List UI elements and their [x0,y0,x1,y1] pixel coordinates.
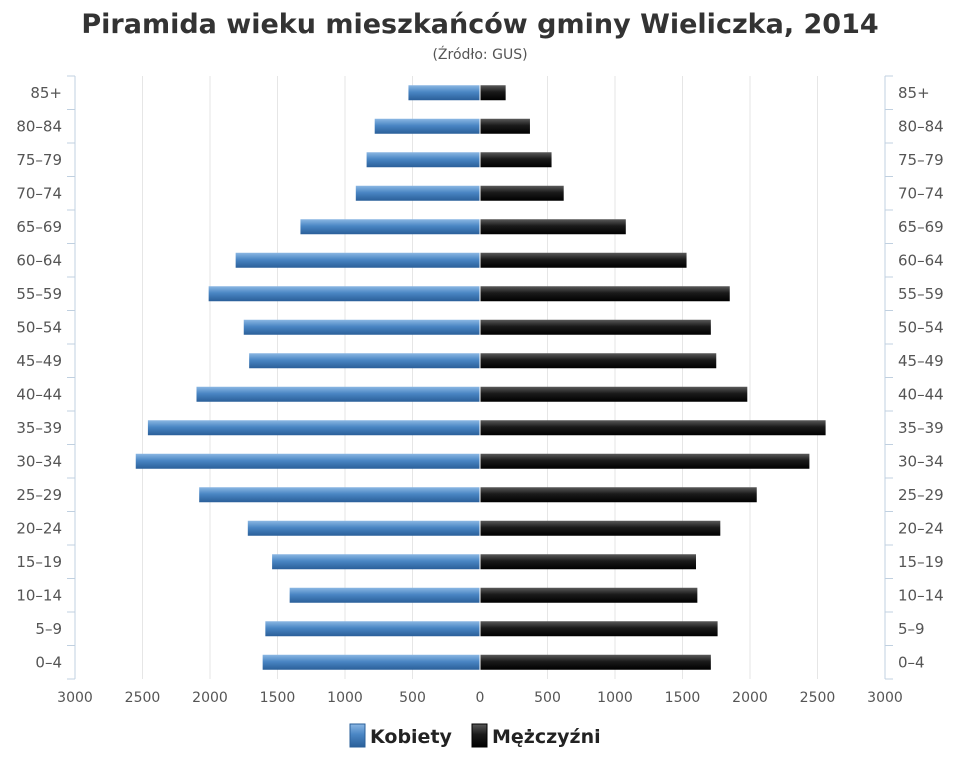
bar-mezczyzni[interactable] [480,621,718,637]
x-tick-label: 1500 [665,690,701,706]
category-label-left: 55–59 [16,285,62,303]
bar-mezczyzni[interactable] [480,420,826,436]
axes [67,75,893,680]
bar-kobiety[interactable] [374,118,480,134]
legend-label-kobiety: Kobiety [370,726,453,748]
x-tick-labels: 3000 2500 2000 1500 1000 500 0 500 1000 1500 2000 2… [57,690,903,706]
bar-kobiety[interactable] [196,386,481,402]
category-label-left: 70–74 [16,184,62,202]
bar-mezczyzni[interactable] [480,152,552,168]
bars [135,76,826,679]
chart-title: Piramida wieku mieszkańców gminy Wielicz… [81,9,878,40]
x-tick-label: 500 [399,690,426,706]
category-label-right: 55–59 [898,285,944,303]
x-tick-label: 3000 [57,690,93,706]
bar-kobiety[interactable] [235,252,480,268]
bar-kobiety[interactable] [135,453,480,469]
category-label-left: 10–14 [16,586,62,604]
bar-mezczyzni[interactable] [480,319,711,335]
bar-mezczyzni[interactable] [480,353,717,369]
x-tick-label: 2500 [125,690,161,706]
x-tick-label: 2000 [192,690,228,706]
chart-subtitle: (Źródło: GUS) [432,45,527,63]
category-label-right: 35–39 [898,419,944,437]
legend-swatch-kobiety [349,723,366,748]
bar-mezczyzni[interactable] [480,554,696,570]
bar-mezczyzni[interactable] [480,453,810,469]
bar-kobiety[interactable] [300,219,480,235]
category-label-right: 65–69 [898,218,944,236]
category-label-left: 5–9 [35,620,62,638]
x-tick-label: 3000 [867,690,903,706]
category-label-right: 25–29 [898,486,944,504]
x-tick-label: 500 [534,690,561,706]
x-tick-label: 2000 [732,690,768,706]
x-tick-label: 1500 [260,690,296,706]
bar-mezczyzni[interactable] [480,185,564,201]
category-label-left: 50–54 [16,318,62,336]
bar-kobiety[interactable] [408,85,480,101]
x-tick-label: 2500 [800,690,836,706]
category-label-right: 5–9 [898,620,925,638]
category-label-right: 80–84 [898,117,944,135]
category-label-right: 60–64 [898,251,944,269]
category-label-left: 60–64 [16,251,62,269]
category-label-left: 80–84 [16,117,62,135]
category-label-left: 15–19 [16,553,62,571]
category-label-left: 20–24 [16,519,62,537]
bar-kobiety[interactable] [355,185,480,201]
category-labels: 0–4 0–4 5–9 5–9 10–14 10–14 15–19 15–19 20–24 20–… [16,84,943,672]
bar-mezczyzni[interactable] [480,587,698,603]
bar-kobiety[interactable] [208,286,480,302]
bar-mezczyzni[interactable] [480,252,687,268]
x-tick-label: 1000 [327,690,363,706]
category-label-right: 70–74 [898,184,944,202]
bar-kobiety[interactable] [272,554,480,570]
legend-label-mezczyzni: Mężczyźni [492,726,601,748]
category-label-left: 45–49 [16,352,62,370]
category-label-right: 30–34 [898,452,944,470]
legend-item-kobiety[interactable]: Kobiety [349,723,453,748]
legend-item-mezczyzni[interactable]: Mężczyźni [471,723,601,748]
bar-kobiety[interactable] [265,621,480,637]
bar-kobiety[interactable] [249,353,480,369]
legend: Kobiety Mężczyźni [349,723,601,748]
bar-mezczyzni[interactable] [480,654,711,670]
bar-kobiety[interactable] [366,152,480,168]
category-label-right: 85+ [898,84,930,102]
bar-mezczyzni[interactable] [480,286,730,302]
category-label-left: 65–69 [16,218,62,236]
category-label-left: 25–29 [16,486,62,504]
category-label-left: 75–79 [16,151,62,169]
bar-mezczyzni[interactable] [480,85,506,101]
category-label-right: 20–24 [898,519,944,537]
bar-kobiety[interactable] [199,487,480,503]
x-tick-label: 1000 [597,690,633,706]
bar-kobiety[interactable] [289,587,480,603]
category-label-right: 15–19 [898,553,944,571]
category-label-right: 45–49 [898,352,944,370]
bar-mezczyzni[interactable] [480,520,721,536]
bar-mezczyzni[interactable] [480,219,626,235]
category-label-left: 0–4 [35,653,62,671]
bar-mezczyzni[interactable] [480,487,757,503]
category-label-left: 40–44 [16,385,62,403]
category-label-left: 85+ [30,84,62,102]
bar-kobiety[interactable] [247,520,480,536]
category-label-right: 0–4 [898,653,925,671]
category-label-right: 75–79 [898,151,944,169]
x-tick-label: 0 [476,690,485,706]
category-label-right: 10–14 [898,586,944,604]
legend-swatch-mezczyzni [471,723,488,748]
bar-kobiety[interactable] [147,420,480,436]
category-label-right: 50–54 [898,318,944,336]
category-label-right: 40–44 [898,385,944,403]
category-label-left: 35–39 [16,419,62,437]
bar-kobiety[interactable] [262,654,480,670]
category-label-left: 30–34 [16,452,62,470]
bar-mezczyzni[interactable] [480,386,748,402]
bar-kobiety[interactable] [243,319,480,335]
bar-mezczyzni[interactable] [480,118,530,134]
